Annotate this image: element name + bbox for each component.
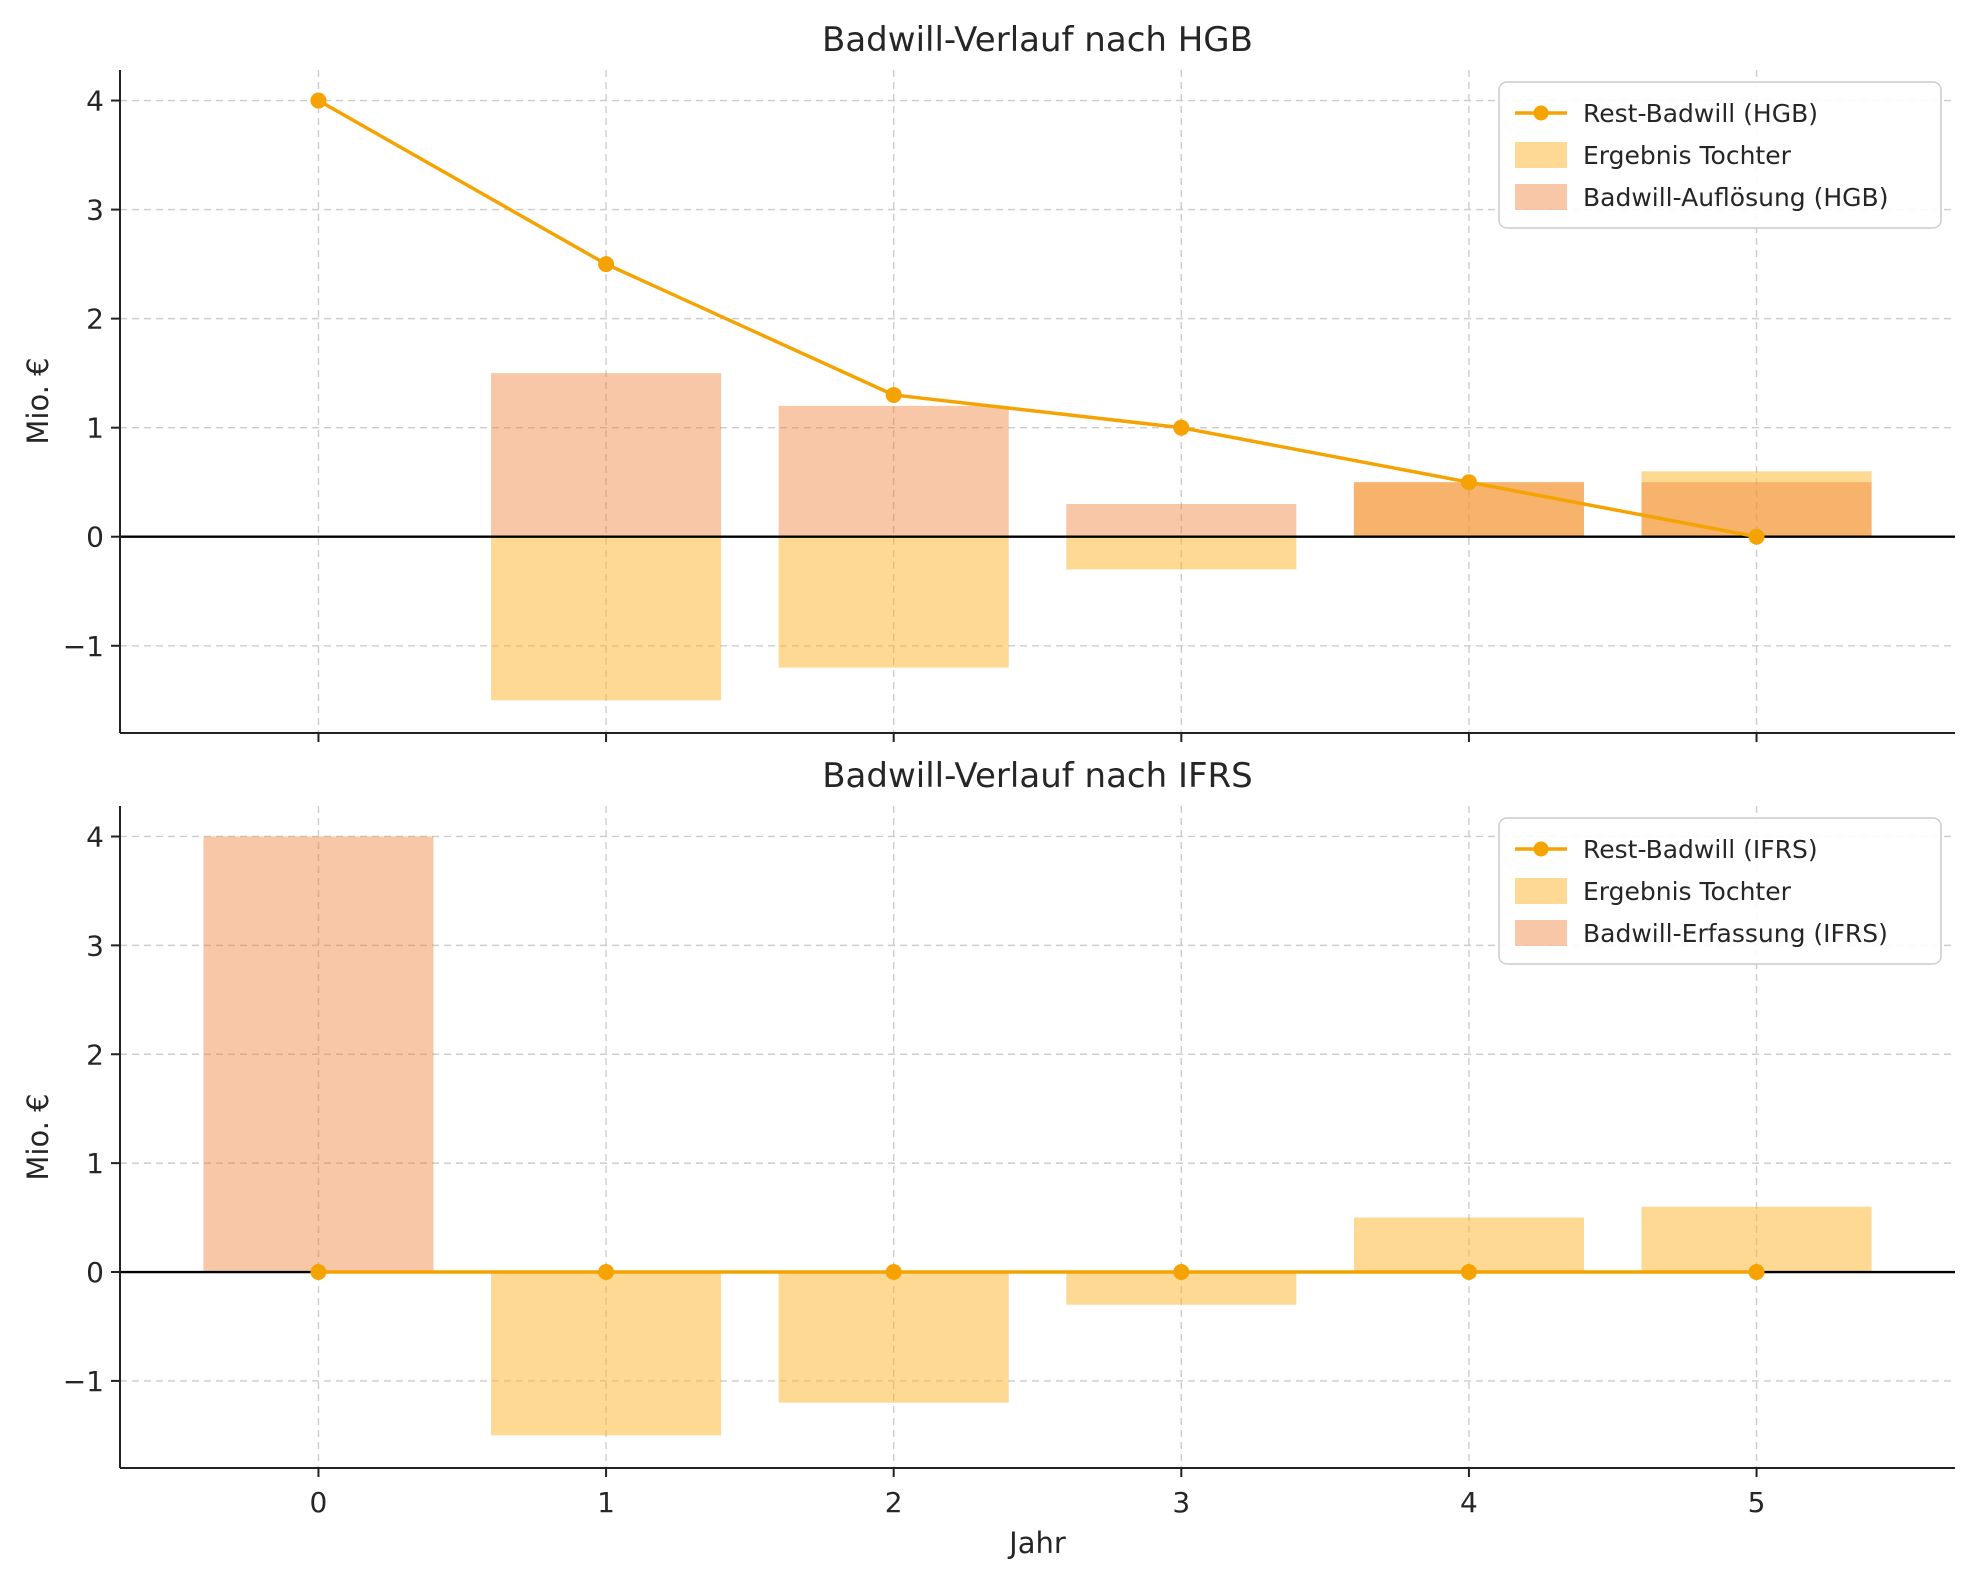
bar-badwill-aufl-sung-hgb	[1353, 482, 1584, 537]
marker-rest-badwill-hgb	[598, 256, 615, 273]
x-tick-label: 5	[1748, 1486, 1766, 1519]
x-tick-label: 3	[1172, 1486, 1190, 1519]
axes-badwill-verlauf-nach-ifrs: −1 0 1 2 3 4 0 1 2 3 4 5 Rest-Badwill (IFRS) Ergebnis…	[63, 806, 1955, 1519]
marker-rest-badwill-ifrs	[1460, 1264, 1477, 1281]
marker-rest-badwill-hgb	[1748, 528, 1765, 545]
y-tick-label: 0	[86, 1256, 104, 1289]
x-tick-label: 1	[597, 1486, 615, 1519]
legend-patch-swatch	[1515, 920, 1567, 946]
bar-ergebnis-tochter	[778, 536, 1009, 668]
legend-patch-swatch	[1515, 184, 1567, 210]
bar-badwill-aufl-sung-hgb	[491, 373, 722, 537]
marker-rest-badwill-hgb	[1460, 474, 1477, 491]
y-tick-label: 4	[86, 85, 104, 118]
legend-box	[1498, 817, 1942, 965]
marker-rest-badwill-hgb	[1173, 419, 1190, 436]
y-tick-label: 1	[86, 1147, 104, 1180]
legend-label: Rest-Badwill (HGB)	[1583, 99, 1818, 128]
x-tick-label: 4	[1460, 1486, 1478, 1519]
y-tick-label: 1	[86, 412, 104, 445]
chart-title-ifrs: Badwill-Verlauf nach IFRS	[822, 756, 1253, 796]
marker-rest-badwill-ifrs	[598, 1264, 615, 1281]
marker-rest-badwill-ifrs	[1748, 1264, 1765, 1281]
legend-label: Ergebnis Tochter	[1583, 141, 1792, 170]
bar-ergebnis-tochter	[1641, 1206, 1872, 1273]
x-axis-label: Jahr	[1009, 1526, 1066, 1560]
y-axis-label-hgb: Mio. €	[21, 357, 55, 445]
legend-label: Ergebnis Tochter	[1583, 877, 1792, 906]
legend-label: Rest-Badwill (IFRS)	[1583, 835, 1818, 864]
chart-title-hgb: Badwill-Verlauf nach HGB	[822, 20, 1253, 60]
legend-box	[1498, 81, 1942, 229]
bar-badwill-erfassung-ifrs	[203, 836, 434, 1273]
marker-rest-badwill-hgb	[310, 92, 327, 109]
legend-patch-swatch	[1515, 878, 1567, 904]
marker-rest-badwill-ifrs	[885, 1264, 902, 1281]
bar-ergebnis-tochter	[1641, 471, 1872, 537]
marker-rest-badwill-ifrs	[310, 1264, 327, 1281]
legend-label: Badwill-Auflösung (HGB)	[1583, 183, 1888, 212]
bar-badwill-aufl-sung-hgb	[778, 405, 1009, 537]
bar-ergebnis-tochter	[491, 1272, 722, 1436]
y-tick-label: 4	[86, 820, 104, 853]
bar-badwill-aufl-sung-hgb	[1641, 482, 1872, 537]
marker-rest-badwill-hgb	[885, 386, 902, 403]
y-axis-label-ifrs: Mio. €	[21, 1093, 55, 1181]
legend-label: Badwill-Erfassung (IFRS)	[1583, 919, 1888, 948]
y-tick-label: 2	[86, 303, 104, 336]
legend-marker-swatch	[1533, 105, 1549, 121]
bar-ergebnis-tochter	[1353, 1217, 1584, 1273]
bar-ergebnis-tochter	[1353, 482, 1584, 537]
marker-rest-badwill-ifrs	[1173, 1264, 1190, 1281]
axes-badwill-verlauf-nach-hgb: −1 0 1 2 3 4 Rest-Badwill (HGB) Ergebnis Tochte…	[63, 70, 1955, 742]
y-tick-label: −1	[63, 630, 104, 663]
y-tick-label: 2	[86, 1038, 104, 1071]
line-rest-badwill-hgb	[317, 99, 1757, 539]
y-tick-label: 3	[86, 929, 104, 962]
legend-marker-swatch	[1533, 841, 1549, 857]
y-tick-label: −1	[63, 1365, 104, 1398]
bar-ergebnis-tochter	[1066, 536, 1297, 570]
y-tick-label: 0	[86, 521, 104, 554]
legend-patch-swatch	[1515, 142, 1567, 168]
bar-ergebnis-tochter	[778, 1272, 1009, 1403]
bar-badwill-aufl-sung-hgb	[1066, 504, 1297, 537]
x-tick-label: 0	[310, 1486, 328, 1519]
y-tick-label: 3	[86, 194, 104, 227]
x-tick-label: 2	[885, 1486, 903, 1519]
bar-ergebnis-tochter	[491, 536, 722, 701]
